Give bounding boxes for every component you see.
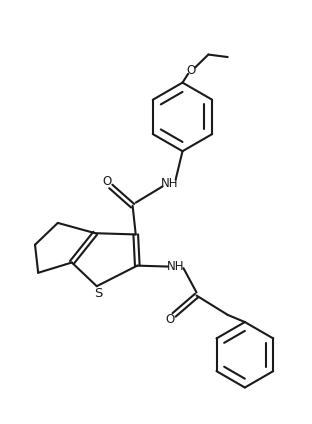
Text: NH: NH [167, 260, 184, 273]
Text: O: O [165, 313, 174, 326]
Text: O: O [102, 175, 112, 188]
Text: S: S [94, 287, 103, 300]
Text: NH: NH [161, 177, 179, 190]
Text: O: O [187, 64, 196, 77]
